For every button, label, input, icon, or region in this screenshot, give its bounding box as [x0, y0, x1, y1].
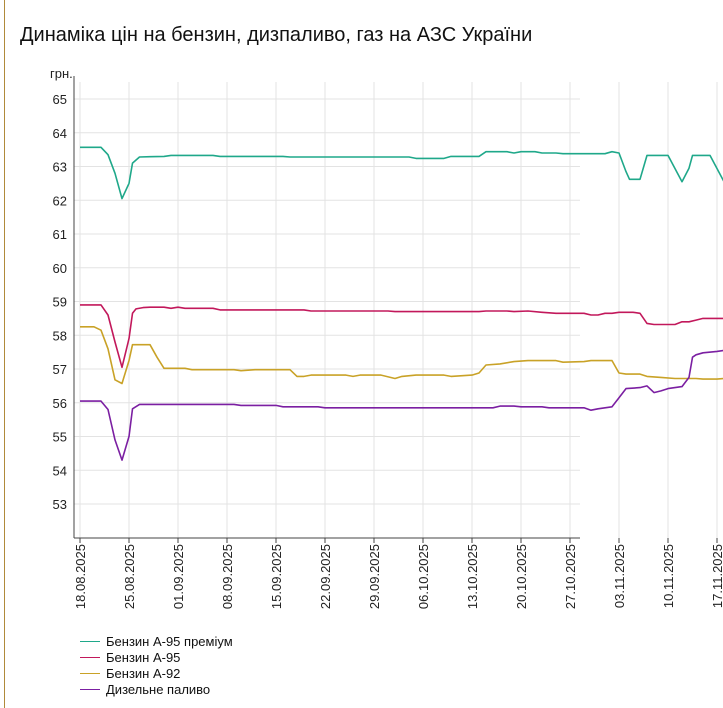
- legend-label: Дизельне паливо: [106, 681, 211, 697]
- x-tick-label: 08.09.2025: [220, 544, 235, 609]
- y-tick-label: 59: [53, 295, 67, 310]
- y-tick-label: 56: [53, 396, 67, 411]
- x-tick-label: 18.08.2025: [73, 544, 88, 609]
- y-tick-label: 65: [53, 92, 67, 107]
- legend: Бензин А-95 преміум Бензин А-95 Бензин А…: [80, 633, 233, 697]
- series-line-4: [80, 349, 723, 461]
- x-tick-label: 27.10.2025: [563, 544, 578, 609]
- y-tick-label: 64: [53, 126, 67, 141]
- legend-label: Бензин А-95 преміум: [106, 633, 233, 649]
- y-tick-label: 55: [53, 430, 67, 445]
- chart-title: Динаміка цін на бензин, дизпаливо, газ н…: [20, 24, 533, 46]
- x-tick-label: 10.11.2025: [661, 544, 676, 608]
- series-lines: [80, 146, 723, 461]
- legend-item: Бензин А-95: [80, 649, 233, 665]
- legend-item: Бензин А-95 преміум: [80, 633, 233, 649]
- legend-label: Бензин А-92: [106, 665, 181, 681]
- y-tick-label: 57: [53, 362, 67, 377]
- series-line-2: [80, 304, 723, 369]
- legend-swatch: [80, 688, 100, 690]
- x-tick-label: 25.08.2025: [122, 544, 137, 609]
- series-line-3: [80, 326, 723, 385]
- y-tick-label: 60: [53, 261, 67, 276]
- legend-item: Дизельне паливо: [80, 681, 233, 697]
- y-tick-label: 61: [53, 227, 67, 242]
- legend-swatch: [80, 656, 100, 658]
- x-tick-label: 15.09.2025: [269, 544, 284, 609]
- legend-item: Бензин А-92: [80, 665, 233, 681]
- y-tick-label: 54: [53, 463, 67, 478]
- y-tick-label: 58: [53, 328, 67, 343]
- x-tick-label: 13.10.2025: [465, 544, 480, 609]
- series-line-1: [80, 146, 723, 200]
- x-tick-label: 22.09.2025: [318, 544, 333, 609]
- x-tick-label: 01.09.2025: [171, 544, 186, 609]
- x-tick-label: 29.09.2025: [367, 544, 382, 609]
- grid: [74, 82, 718, 538]
- y-tick-label: 53: [53, 497, 67, 512]
- x-tick-label: 03.11.2025: [612, 544, 627, 608]
- legend-label: Бензин А-95: [106, 649, 181, 665]
- legend-swatch: [80, 640, 100, 642]
- y-tick-label: 62: [53, 193, 67, 208]
- frame-border: [4, 0, 5, 708]
- legend-swatch: [80, 672, 100, 674]
- x-tick-label: 06.10.2025: [416, 544, 431, 609]
- y-tick-label: 63: [53, 160, 67, 175]
- x-tick-label: 17.11.2025: [710, 544, 723, 608]
- y-axis-label: грн.: [50, 66, 73, 81]
- x-tick-label: 20.10.2025: [514, 544, 529, 609]
- axes: 18.08.2025 25.08.2025 01.09.2025 08.09.2025…: [53, 76, 723, 609]
